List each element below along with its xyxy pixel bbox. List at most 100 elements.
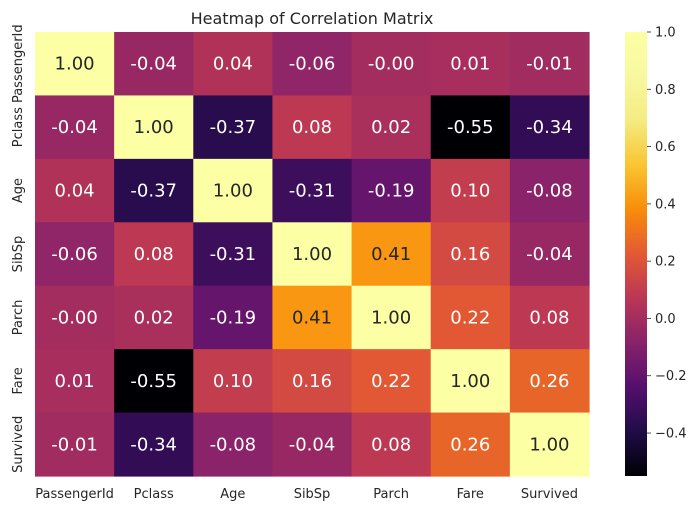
heatmap-cell — [430, 285, 511, 350]
cell-value-label: -0.06 — [289, 54, 336, 75]
heatmap-cell — [272, 349, 353, 414]
heatmap-cell — [509, 158, 590, 223]
x-tick-label: Survived — [521, 487, 578, 502]
cell-value-label: 0.01 — [450, 54, 490, 75]
colorbar-tick-label: 0.2 — [655, 255, 676, 270]
heatmap-cell — [272, 285, 353, 350]
colorbar-tick-label: 0.8 — [655, 83, 676, 98]
cell-value-label: 0.10 — [450, 181, 490, 202]
y-tick-label: PassengerId — [11, 24, 26, 103]
cell-value-label: 0.10 — [213, 371, 253, 392]
cell-value-label: -0.31 — [210, 244, 257, 265]
heatmap-cell — [351, 412, 432, 477]
cell-value-label: 0.26 — [529, 371, 569, 392]
heatmap-cell — [35, 32, 115, 97]
heatmap-cells: 1.00 -0.04 0.04 -0.06 -0.00 0.01 -0.01 -0.04 1.0… — [35, 32, 590, 477]
cell-value-label: 1.00 — [134, 117, 174, 138]
heatmap-cell — [114, 222, 194, 287]
y-tick-label: Fare — [11, 367, 26, 394]
heatmap-cell — [509, 222, 590, 287]
y-tick-label: Parch — [11, 300, 26, 336]
cell-value-label: -0.04 — [51, 117, 98, 138]
cell-value-label: 1.00 — [371, 307, 411, 328]
heatmap-cell — [509, 32, 590, 97]
heatmap-cell — [114, 95, 194, 160]
heatmap-cell — [351, 32, 432, 97]
heatmap-cell — [351, 158, 432, 223]
heatmap-cell — [430, 158, 511, 223]
cell-value-label: 0.08 — [529, 307, 569, 328]
heatmap-cell — [114, 32, 194, 97]
heatmap-cell — [430, 412, 511, 477]
cell-value-label: -0.37 — [210, 117, 257, 138]
heatmap-cell — [509, 412, 590, 477]
cell-value-label: 1.00 — [292, 244, 332, 265]
heatmap-cell — [114, 158, 194, 223]
cell-value-label: 1.00 — [55, 54, 95, 75]
cell-value-label: -0.08 — [526, 181, 573, 202]
x-tick-labels: PassengerId Pclass Age SibSp Parch Fare Surviv… — [35, 487, 578, 502]
cell-value-label: -0.34 — [526, 117, 573, 138]
cell-value-label: 0.22 — [450, 307, 490, 328]
colorbar-tick-label: 0.0 — [655, 312, 676, 327]
heatmap-cell — [114, 412, 194, 477]
heatmap-cell — [351, 349, 432, 414]
cell-value-label: 0.16 — [450, 244, 490, 265]
x-tick-label: Parch — [373, 487, 409, 502]
heatmap-cell — [35, 158, 115, 223]
heatmap-cell — [193, 95, 274, 160]
heatmap-cell — [430, 349, 511, 414]
x-tick-label: Fare — [457, 487, 484, 502]
cell-value-label: 0.08 — [371, 434, 411, 455]
heatmap-cell — [351, 222, 432, 287]
heatmap-cell — [351, 95, 432, 160]
cell-value-label: 0.04 — [55, 181, 95, 202]
heatmap-cell — [509, 285, 590, 350]
heatmap-cell — [193, 158, 274, 223]
colorbar-tick-label: 0.4 — [655, 197, 676, 212]
cell-value-label: -0.01 — [526, 54, 573, 75]
heatmap-cell — [193, 412, 274, 477]
cell-value-label: 0.16 — [292, 371, 332, 392]
heatmap-cell — [509, 95, 590, 160]
heatmap-cell — [193, 285, 274, 350]
cell-value-label: -0.08 — [210, 434, 257, 455]
cell-value-label: 0.41 — [292, 307, 332, 328]
x-tick-label: Age — [220, 487, 245, 502]
colorbar-ticks: −0.4 −0.2 0.0 0.2 0.4 0.6 0.8 1.0 — [647, 26, 687, 442]
cell-value-label: -0.55 — [447, 117, 494, 138]
heatmap-cell — [35, 349, 115, 414]
cell-value-label: 0.41 — [371, 244, 411, 265]
heatmap-cell — [193, 32, 274, 97]
cell-value-label: -0.00 — [368, 54, 415, 75]
cell-value-label: -0.04 — [130, 54, 177, 75]
heatmap-cell — [430, 95, 511, 160]
cell-value-label: 0.02 — [371, 117, 411, 138]
cell-value-label: -0.04 — [526, 244, 573, 265]
heatmap-cell — [35, 95, 115, 160]
heatmap-cell — [35, 222, 115, 287]
cell-value-label: -0.55 — [130, 371, 177, 392]
cell-value-label: -0.37 — [130, 181, 177, 202]
heatmap-cell — [193, 222, 274, 287]
x-tick-label: Pclass — [134, 487, 174, 502]
colorbar-tick-label: −0.2 — [655, 369, 687, 384]
cell-value-label: 0.02 — [134, 307, 174, 328]
heatmap-cell — [430, 32, 511, 97]
heatmap-cell — [272, 158, 353, 223]
cell-value-label: 0.01 — [55, 371, 95, 392]
cell-value-label: 0.08 — [134, 244, 174, 265]
heatmap-cell — [114, 285, 194, 350]
cell-value-label: -0.19 — [210, 307, 257, 328]
cell-value-label: -0.31 — [289, 181, 336, 202]
colorbar-tick-label: 1.0 — [655, 26, 676, 41]
y-tick-label: Pclass — [11, 107, 26, 147]
cell-value-label: -0.01 — [51, 434, 98, 455]
colorbar-tick-label: 0.6 — [655, 140, 676, 155]
cell-value-label: 0.26 — [450, 434, 490, 455]
heatmap-cell — [272, 95, 353, 160]
colorbar — [625, 32, 647, 476]
y-tick-label: Survived — [11, 416, 26, 473]
cell-value-label: -0.34 — [130, 434, 177, 455]
